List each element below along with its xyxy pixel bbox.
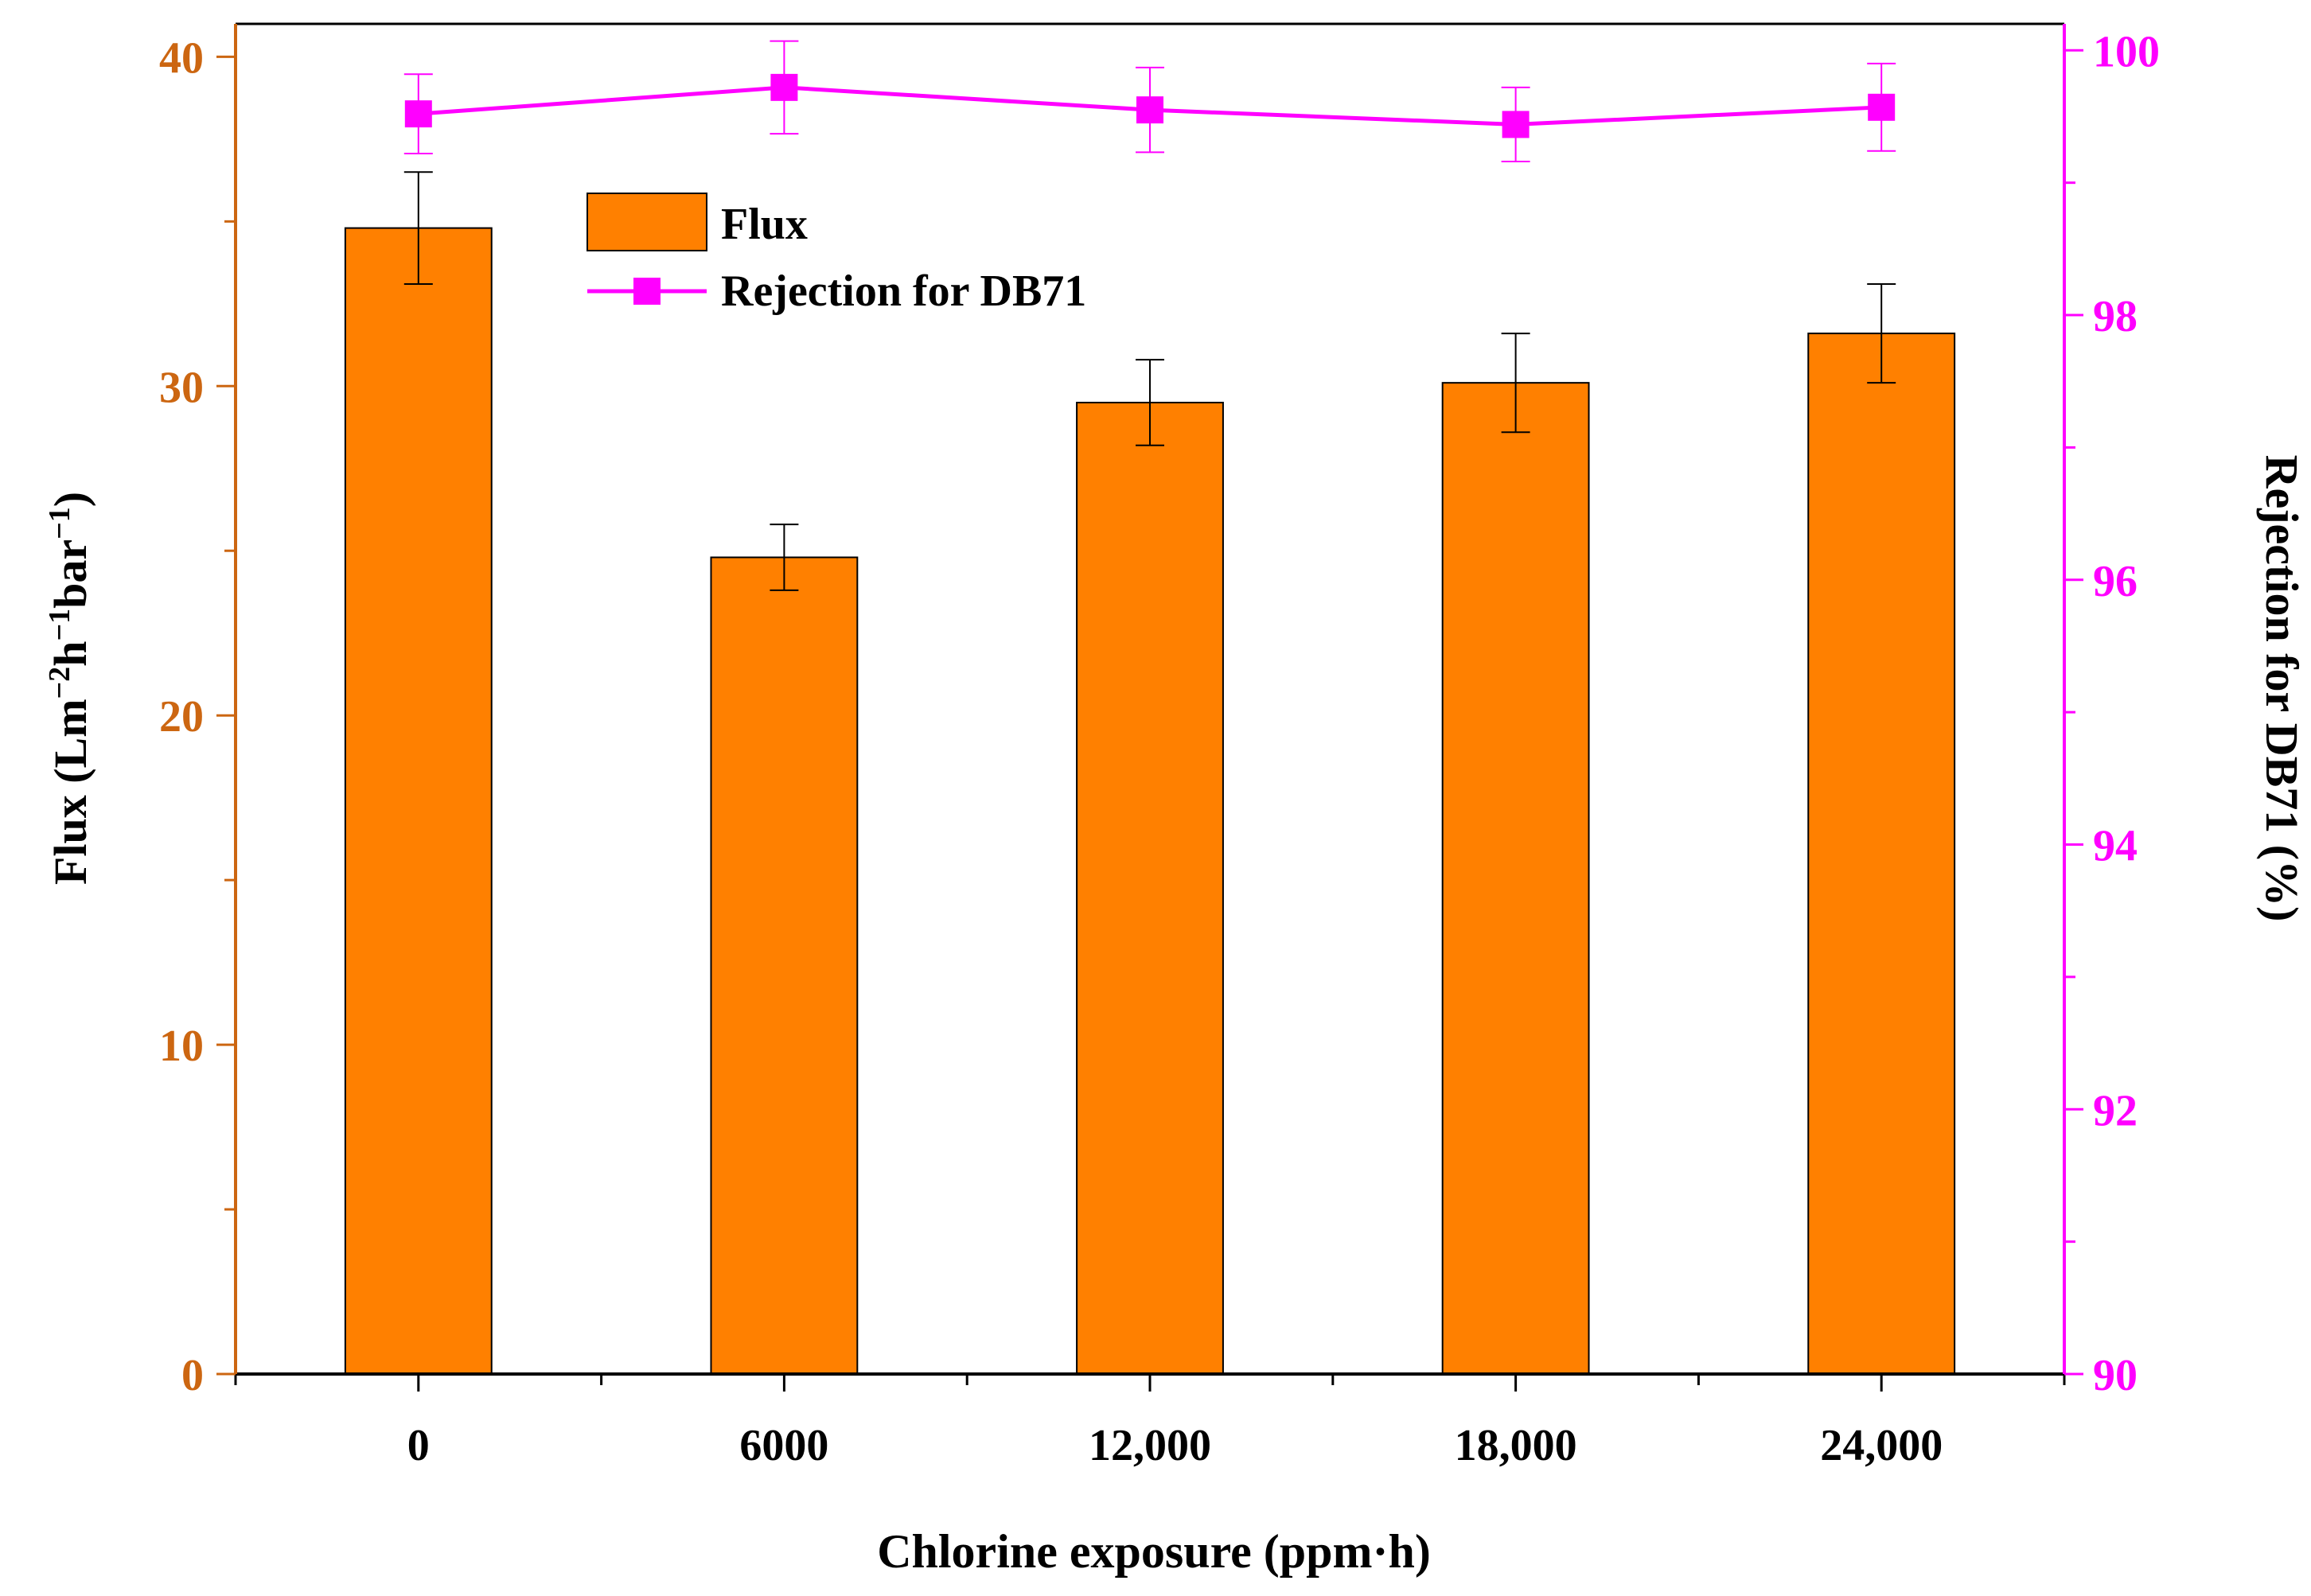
- y-left-axis-title: Flux (Lm−2h−1bar−1): [43, 492, 96, 885]
- rejection-marker: [1502, 111, 1530, 138]
- rejection-marker: [1868, 93, 1896, 121]
- y-right-tick-label: 96: [2093, 557, 2138, 606]
- y-left-tick-label: 30: [159, 363, 204, 412]
- flux-bar: [1076, 401, 1224, 1375]
- y-right-tick-label: 98: [2093, 292, 2138, 341]
- x-tick-label: 6000: [739, 1421, 828, 1470]
- y-left-tick-label: 0: [181, 1351, 204, 1400]
- y-left-tick-label: 10: [159, 1022, 204, 1071]
- flux-bar: [344, 227, 493, 1375]
- legend: Flux Rejection for DB71: [587, 193, 1086, 316]
- rejection-marker: [404, 100, 432, 128]
- legend-flux-label: Flux: [721, 200, 808, 249]
- legend-flux-swatch: [587, 193, 707, 251]
- flux-bar: [1807, 333, 1956, 1376]
- plot-area: 0 6000 12,000 18,000 24,000 0 10 20 30 40 90 92 94 96…: [159, 22, 2160, 1470]
- y-right-axis-title: Rejection for DB71 (%): [2256, 455, 2308, 922]
- flux-bar: [1441, 382, 1590, 1375]
- x-tick-label: 24,000: [1820, 1421, 1943, 1470]
- y-right-tick-label: 90: [2093, 1351, 2138, 1400]
- y-right-tick-label: 92: [2093, 1086, 2138, 1135]
- y-left-tick-label: 20: [159, 692, 204, 742]
- x-tick-label: 18,000: [1455, 1421, 1577, 1470]
- rejection-marker: [770, 73, 798, 101]
- x-axis-title: Chlorine exposure (ppm·h): [877, 1525, 1431, 1578]
- x-tick-label: 12,000: [1089, 1421, 1211, 1470]
- y-left-tick-label: 40: [159, 33, 204, 83]
- y-right-tick-label: 94: [2093, 822, 2138, 871]
- x-tick-label: 0: [407, 1421, 430, 1470]
- rejection-marker: [1136, 96, 1163, 124]
- legend-rejection-marker: [633, 278, 661, 305]
- flux-bar: [710, 556, 859, 1375]
- legend-rejection-label: Rejection for DB71: [721, 267, 1086, 316]
- y-right-tick-label: 100: [2093, 27, 2160, 76]
